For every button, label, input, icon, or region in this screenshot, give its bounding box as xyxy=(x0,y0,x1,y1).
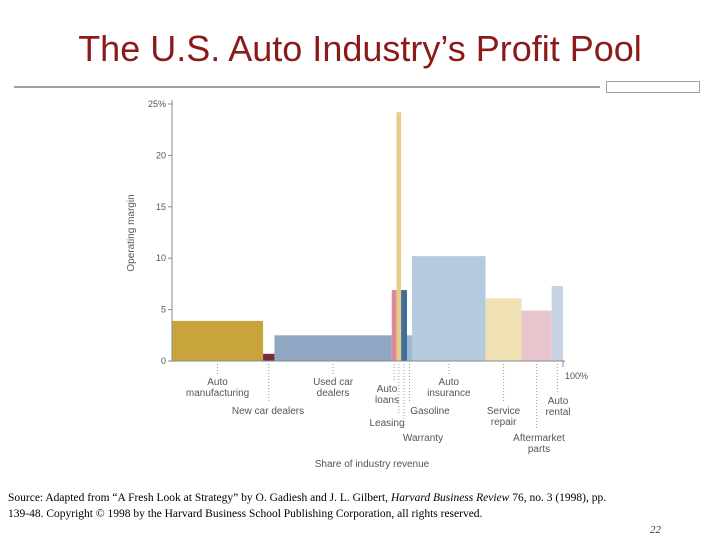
y-tick-label: 15 xyxy=(156,202,166,212)
x-axis-label: Share of industry revenue xyxy=(315,459,430,470)
source-journal: Harvard Business Review xyxy=(390,492,510,504)
category-label: Auto insurance xyxy=(427,377,471,399)
bar-auto-loans xyxy=(391,290,397,361)
bar-gasoline xyxy=(406,335,413,361)
bar-aftermarket-parts xyxy=(521,310,552,361)
title-rule-box xyxy=(606,81,700,93)
category-label: Auto manufacturing xyxy=(186,377,249,399)
bar-auto-insurance xyxy=(412,256,486,361)
category-label: Warranty xyxy=(403,433,443,444)
category-label: Service repair xyxy=(487,406,521,428)
bar-new-car-dealers xyxy=(263,353,275,361)
bar-auto-manufacturing xyxy=(172,320,264,361)
y-axis-label: Operating margin xyxy=(126,194,137,271)
y-tick-label: 10 xyxy=(156,253,166,263)
category-label: Leasing xyxy=(369,418,404,429)
category-label: Used car dealers xyxy=(313,377,354,399)
bar-leasing xyxy=(396,112,402,361)
y-tick-label: 25% xyxy=(148,99,166,109)
y-tick-label: 20 xyxy=(156,150,166,160)
source-note: Source: Adapted from “A Fresh Look at St… xyxy=(8,490,608,522)
bar-service-repair xyxy=(485,298,522,361)
x-end-label: 100% xyxy=(565,371,588,381)
bar-warranty xyxy=(401,290,407,361)
category-label: Gasoline xyxy=(410,406,450,417)
category-label: Aftermarket parts xyxy=(513,433,565,455)
profit-pool-chart: 0 5 10 15 20 25% Operating margin 100% Auto manuf… xyxy=(126,99,588,470)
category-label: Auto loans xyxy=(375,384,399,406)
page-number: 22 xyxy=(650,524,661,536)
category-label: New car dealers xyxy=(232,406,304,417)
y-tick-label: 0 xyxy=(161,356,166,366)
source-prefix: Source: Adapted from “A Fresh Look at St… xyxy=(8,492,391,504)
source-suffix: 76, no. 3 (1998), pp. 139-48. Copyright … xyxy=(8,492,607,520)
slide-title: The U.S. Auto Industry’s Profit Pool xyxy=(78,28,642,69)
category-label: Auto rental xyxy=(545,396,570,418)
title-rule xyxy=(14,86,600,88)
y-tick-label: 5 xyxy=(161,305,166,315)
bar-auto-rental xyxy=(551,285,563,361)
bar-used-car-dealers xyxy=(274,335,392,361)
